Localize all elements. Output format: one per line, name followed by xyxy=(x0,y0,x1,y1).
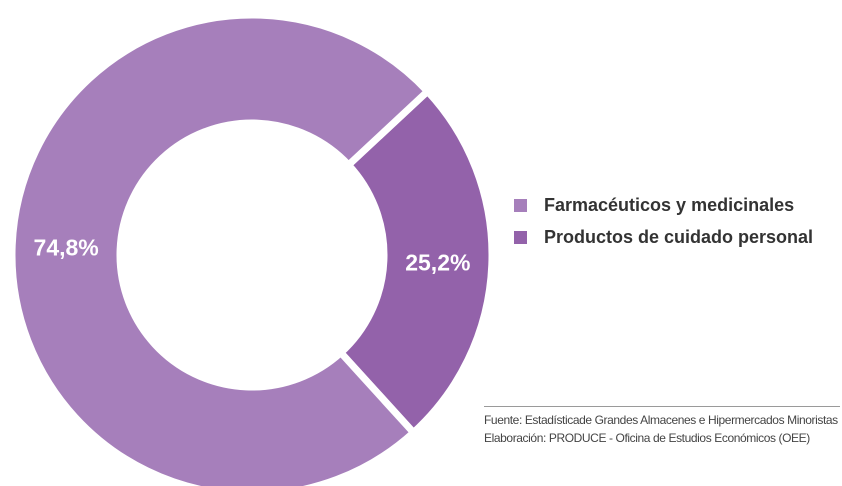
slice-1 xyxy=(335,86,496,438)
slice-label-1: 25,2% xyxy=(405,250,470,276)
legend-label-cuidado-personal: Productos de cuidado personal xyxy=(544,226,814,247)
legend-swatch-farmaceuticos xyxy=(514,198,527,212)
donut-slices xyxy=(8,11,496,486)
elaboration-line: Elaboración: PRODUCE - Oficina de Estudi… xyxy=(484,431,810,445)
legend: Farmacéuticos y medicinales Productos de… xyxy=(514,189,813,253)
legend-label-farmaceuticos: Farmacéuticos y medicinales xyxy=(544,194,795,215)
slice-0 xyxy=(8,11,433,486)
source-note: Fuente: Estadísticade Grandes Almacenes … xyxy=(484,406,840,447)
source-line: Fuente: Estadísticade Grandes Almacenes … xyxy=(484,413,838,427)
legend-item-farmaceuticos: Farmacéuticos y medicinales xyxy=(514,189,813,221)
slice-labels: 25,2% 74,8% xyxy=(34,234,471,275)
legend-swatch-cuidado-personal xyxy=(514,230,527,244)
slice-label-0: 74,8% xyxy=(34,234,99,260)
legend-item-cuidado-personal: Productos de cuidado personal xyxy=(514,221,813,253)
